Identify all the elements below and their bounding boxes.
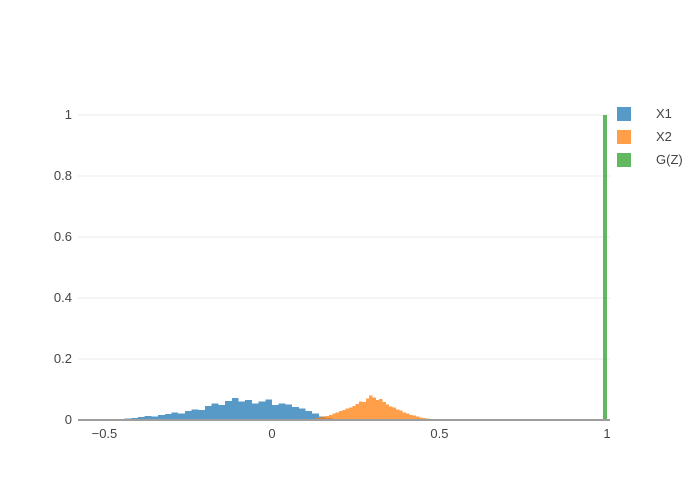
histogram-bar[interactable]	[365, 398, 370, 420]
y-tick-label: 0.6	[53, 229, 72, 244]
histogram-bar[interactable]	[211, 403, 219, 420]
histogram-bar[interactable]	[204, 405, 212, 420]
histogram-bar[interactable]	[372, 397, 376, 420]
x-tick-label: 0	[268, 426, 276, 441]
histogram-bar[interactable]	[349, 407, 353, 420]
y-tick-label: 0.4	[53, 290, 72, 305]
histogram-bar[interactable]	[379, 398, 383, 420]
histogram-bar[interactable]	[399, 410, 403, 420]
y-tick-label: 0.8	[53, 168, 72, 183]
series-x2-bars	[305, 395, 447, 420]
histogram-bar[interactable]	[137, 416, 145, 420]
histogram-bar[interactable]	[345, 408, 350, 420]
x-tick-label: 0.5	[430, 426, 449, 441]
histogram-bar[interactable]	[362, 402, 366, 420]
histogram-bar[interactable]	[359, 401, 363, 420]
gridlines	[78, 114, 610, 360]
legend-item-gz[interactable]: G(Z)	[617, 148, 683, 171]
histogram-bar[interactable]	[602, 115, 607, 420]
x-tick-label: 1	[603, 426, 611, 441]
series-x1-bars	[104, 398, 333, 420]
histogram-bar[interactable]	[218, 404, 226, 420]
histogram-bar[interactable]	[392, 407, 396, 420]
histogram-bar[interactable]	[369, 395, 373, 420]
gz-series-swatch-icon	[617, 152, 631, 167]
histogram-bar[interactable]	[389, 406, 393, 420]
histogram-bar[interactable]	[322, 416, 326, 420]
histogram-bar[interactable]	[171, 412, 179, 420]
histogram-bar[interactable]	[416, 416, 420, 420]
histogram-bar[interactable]	[385, 404, 390, 420]
legend-item-x2[interactable]: X2	[617, 125, 683, 148]
legend-label-gz: G(Z)	[656, 152, 683, 167]
histogram-bar[interactable]	[375, 400, 380, 420]
histogram-bar[interactable]	[382, 402, 386, 420]
legend-label-x1: X1	[656, 106, 672, 121]
histogram-bar[interactable]	[238, 401, 246, 420]
histogram-bar[interactable]	[271, 404, 279, 420]
histogram-bar[interactable]	[335, 412, 339, 420]
histogram-bar[interactable]	[325, 416, 329, 420]
histogram-bar[interactable]	[151, 416, 159, 420]
histogram-bar[interactable]	[405, 413, 410, 420]
legend-item-x1[interactable]: X1	[617, 102, 683, 125]
histogram-bar[interactable]	[395, 409, 400, 420]
histogram-bar[interactable]	[285, 404, 293, 420]
histogram-bar[interactable]	[292, 407, 299, 420]
series-gz-bars	[602, 115, 607, 420]
histogram-bar[interactable]	[409, 414, 413, 420]
legend: X1 X2 G(Z)	[617, 102, 683, 171]
legend-label-x2: X2	[656, 129, 672, 144]
histogram-bar[interactable]	[422, 417, 427, 420]
y-tick-label: 1	[64, 107, 72, 122]
histogram-bar[interactable]	[419, 417, 423, 420]
x2-series-swatch-icon	[617, 129, 631, 144]
histogram-bar[interactable]	[412, 415, 417, 420]
histogram-bar[interactable]	[198, 410, 205, 420]
histogram-bar[interactable]	[352, 405, 356, 420]
histogram-bar[interactable]	[338, 411, 343, 420]
x1-series-swatch-icon	[617, 106, 631, 121]
histogram-bar[interactable]	[318, 417, 323, 420]
histogram-bar[interactable]	[312, 413, 319, 420]
histogram-bar[interactable]	[355, 403, 360, 420]
histogram-bar[interactable]	[131, 417, 138, 420]
histogram-bar[interactable]	[332, 413, 336, 420]
histogram-bar[interactable]	[251, 403, 259, 420]
histogram-bar[interactable]	[342, 410, 346, 420]
histogram-bar[interactable]	[265, 399, 272, 420]
histogram-bar[interactable]	[191, 409, 199, 420]
histogram-bar[interactable]	[225, 401, 232, 420]
histogram-bar[interactable]	[245, 400, 252, 420]
y-tick-label: 0.2	[53, 351, 72, 366]
histogram-bar[interactable]	[178, 413, 185, 420]
histogram-bar[interactable]	[158, 415, 165, 420]
histogram-bar[interactable]	[278, 403, 286, 420]
histogram-bar[interactable]	[328, 415, 333, 420]
histogram-bar[interactable]	[144, 416, 152, 420]
histogram-bar[interactable]	[164, 413, 172, 420]
histogram-bar[interactable]	[402, 412, 406, 420]
histogram-bar[interactable]	[258, 401, 266, 420]
x-tick-label: −0.5	[91, 426, 118, 441]
y-tick-label: 0	[64, 412, 72, 427]
histogram-bar[interactable]	[305, 410, 313, 420]
histogram-bar[interactable]	[184, 410, 192, 420]
histogram-bar[interactable]	[231, 398, 239, 420]
histogram-bar[interactable]	[298, 408, 306, 420]
